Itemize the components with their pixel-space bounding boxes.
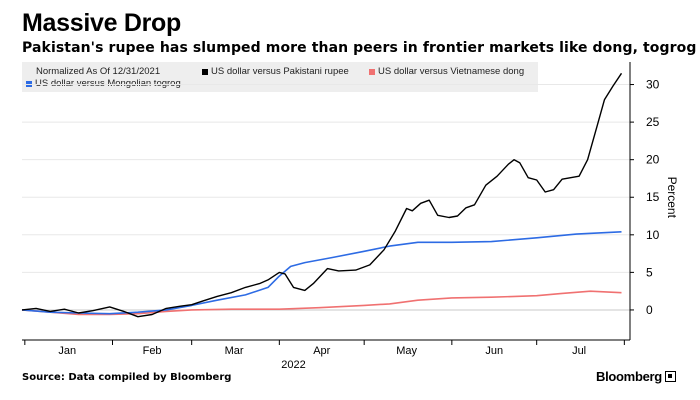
x-tick-label: Jun [485,345,503,357]
x-tick-label: Apr [313,345,330,357]
y-tick-label: 30 [646,78,660,92]
y-tick-label: 10 [646,228,660,242]
legend-item-pkr: US dollar versus Pakistani rupee [202,66,349,77]
x-tick-label: Feb [143,345,162,357]
legend-swatch-vnd [369,68,375,75]
x-axis-title: 2022 [281,359,305,371]
series-line-mnt [21,231,622,315]
chart-title: Massive Drop [22,9,181,37]
legend-label-vnd: US dollar versus Vietnamese dong [378,66,525,77]
source-note: Source: Data compiled by Bloomberg [22,372,232,383]
legend-swatch-mnt [26,80,32,87]
legend-note: Normalized As Of 12/31/2021 [36,66,161,77]
brand-name: Bloomberg [596,369,662,384]
x-tick-label: Jul [572,345,586,357]
legend-swatch-pkr [202,68,208,75]
y-tick-label: 15 [646,190,660,204]
legend-label-mnt: US dollar versus Mongolian togrog [35,78,181,89]
y-axis-title: Percent [665,177,679,219]
series-line-pkr [21,72,623,318]
chart-subtitle: Pakistan's rupee has slumped more than p… [22,40,697,56]
y-tick-label: 25 [646,115,660,129]
y-tick-label: 0 [646,303,653,317]
legend-label-pkr: US dollar versus Pakistani rupee [211,66,349,77]
x-tick-label: Mar [225,345,244,357]
grid [22,84,630,311]
axis-labels: 0 5 10 15 20 25 30 Jan Feb Mar Apr May Jun Jul 2022 Per… [58,78,679,371]
x-tick-label: Jan [58,345,76,357]
axes [22,62,634,345]
series-line-vnd [21,290,622,316]
legend: Normalized As Of 12/31/2021 US dollar ve… [22,62,538,92]
x-tick-label: May [396,345,417,357]
y-tick-label: 20 [646,153,660,167]
legend-item-vnd: US dollar versus Vietnamese dong [369,66,524,77]
bloomberg-logo: Bloomberg [596,369,676,384]
y-tick-label: 5 [646,265,653,279]
series [21,72,623,318]
legend-item-mnt: US dollar versus Mongolian togrog [26,78,181,89]
brand-mark-icon [664,371,676,382]
